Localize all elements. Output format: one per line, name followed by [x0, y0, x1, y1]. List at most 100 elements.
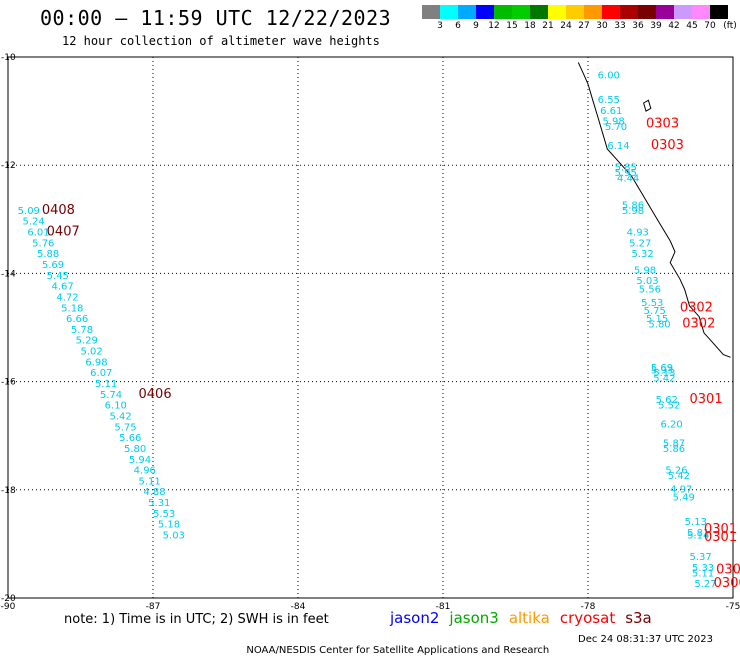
- wave-height-value: 5.78: [71, 325, 93, 336]
- wave-height-value: 6.55: [598, 95, 620, 106]
- legend-label: 9: [473, 21, 479, 31]
- wave-height-value: 5.42: [668, 471, 690, 482]
- wave-height-value: 5.03: [163, 530, 185, 541]
- legend-swatch: [692, 5, 710, 19]
- satellite-legend: jason2 jason3 altika cryosat s3a: [390, 609, 662, 627]
- pass-time-label: 0301: [704, 530, 737, 545]
- legend-label: 21: [542, 21, 554, 31]
- y-tick-label: -20: [1, 594, 16, 604]
- pass-time-label: 0406: [139, 387, 172, 402]
- y-tick-label: -10: [1, 53, 16, 63]
- x-tick-label: -75: [726, 602, 740, 612]
- map-title: 00:00 – 11:59 UTC 12/22/2023: [40, 6, 392, 30]
- wave-height-value: 5.49: [673, 493, 695, 504]
- x-tick-label: -87: [146, 602, 161, 612]
- legend-label: 30: [596, 21, 608, 31]
- wave-height-value: 5.86: [663, 444, 685, 455]
- wave-height-value: 5.27: [694, 579, 716, 590]
- legend-label: (ft): [723, 21, 737, 31]
- color-legend-bar: [422, 5, 728, 19]
- wave-height-value: 5.31: [148, 498, 170, 509]
- legend-swatch: [602, 5, 620, 19]
- wave-height-value: 6.10: [105, 401, 127, 412]
- legend-label: 6: [455, 21, 461, 31]
- pass-time-label: 0303: [646, 116, 679, 131]
- wave-height-value: 5.11: [139, 476, 161, 487]
- x-tick-label: -90: [1, 602, 16, 612]
- pass-time-label: 0407: [47, 225, 80, 240]
- y-tick-label: -14: [1, 269, 16, 279]
- legend-swatch: [440, 5, 458, 19]
- wave-height-value: 6.66: [66, 314, 88, 325]
- legend-label: 12: [488, 21, 500, 31]
- legend-label: 18: [524, 21, 536, 31]
- coastline: [577, 62, 731, 358]
- wave-height-value: 5.53: [153, 509, 175, 520]
- x-tick-label: -78: [581, 602, 596, 612]
- x-tick-label: -81: [436, 602, 451, 612]
- legend-swatch: [422, 5, 440, 19]
- satellite-altika: altika: [508, 609, 550, 627]
- legend-swatch: [584, 5, 602, 19]
- color-legend-labels: 3 6 9 12 15 18 21 24 27 30 33 36 39 42 45 70 (ft): [422, 21, 737, 33]
- wave-height-value: 5.76: [32, 238, 54, 249]
- pass-time-label: 0302: [680, 300, 713, 315]
- legend-label: 24: [560, 21, 572, 31]
- wave-height-value: 5.86: [622, 200, 644, 211]
- wave-height-value: 5.69: [651, 363, 673, 374]
- wave-height-value: 6.61: [600, 106, 622, 117]
- wave-height-value: 5.88: [37, 249, 59, 260]
- map-frame: [7, 56, 734, 599]
- wave-height-value: 6.14: [607, 141, 629, 152]
- wave-height-value: 5.52: [658, 401, 680, 412]
- wave-height-value: 4.67: [52, 282, 74, 293]
- wave-height-value: 5.74: [100, 390, 122, 401]
- legend-swatch: [530, 5, 548, 19]
- legend-swatch: [674, 5, 692, 19]
- legend-swatch: [548, 5, 566, 19]
- generated-timestamp: Dec 24 08:31:37 UTC 2023: [578, 634, 713, 645]
- wave-height-value: 5.02: [81, 347, 103, 358]
- wave-height-value: 5.75: [644, 306, 666, 317]
- wave-height-value: 5.70: [605, 122, 627, 133]
- satellite-s3a: s3a: [625, 609, 652, 627]
- wave-height-value: 5.80: [648, 320, 670, 331]
- y-tick-label: -18: [1, 486, 16, 496]
- wave-height-value: 5.85: [615, 163, 637, 174]
- satellite-cryosat: cryosat: [559, 609, 616, 627]
- legend-label: 36: [632, 21, 644, 31]
- satellite-jason2: jason2: [390, 609, 440, 627]
- legend-label: 15: [506, 21, 518, 31]
- legend-swatch: [566, 5, 584, 19]
- wave-height-value: 5.27: [629, 238, 651, 249]
- wave-height-map: -90 -87 -84 -81 -78 -75 -10 -12 -14 -16 -18 -20 5.09…: [1, 53, 740, 612]
- wave-height-value: 5.62: [656, 395, 678, 406]
- y-tick-label: -16: [1, 378, 16, 388]
- wave-height-value: 5.03: [636, 276, 658, 287]
- legend-label: 70: [704, 21, 716, 31]
- wave-height-value: 5.11: [95, 379, 117, 390]
- wave-height-value: 5.13: [685, 517, 707, 528]
- map-subtitle: 12 hour collection of altimeter wave hei…: [62, 34, 380, 48]
- wave-height-value: 5.53: [641, 298, 663, 309]
- legend-swatch: [656, 5, 674, 19]
- wave-height-value: 5.87: [663, 439, 685, 450]
- wave-height-value: 5.18: [158, 520, 180, 531]
- wave-height-value: 5.98: [603, 117, 625, 128]
- wave-height-value: 5.18: [61, 303, 83, 314]
- wave-height-value: 5.69: [42, 260, 64, 271]
- wave-height-value: 6.20: [661, 420, 683, 431]
- wave-height-value: 5.95: [615, 168, 637, 179]
- wave-height-value: 5.33: [692, 563, 714, 574]
- legend-swatch: [494, 5, 512, 19]
- wave-height-value: 5.42: [653, 374, 675, 385]
- wave-height-value: 5.56: [639, 284, 661, 295]
- wave-height-value: 5.98: [622, 206, 644, 217]
- wave-height-value: 4.88: [143, 487, 165, 498]
- pass-time-label: 0408: [42, 203, 75, 218]
- credit-footer: NOAA/NESDIS Center for Satellite Applica…: [240, 634, 713, 667]
- wave-height-value: 5.32: [632, 249, 654, 260]
- wave-height-value: 6.07: [90, 368, 112, 379]
